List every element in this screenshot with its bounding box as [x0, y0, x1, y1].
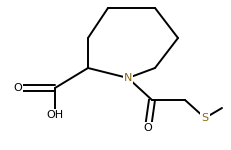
Text: O: O	[14, 83, 22, 93]
Text: S: S	[201, 113, 209, 123]
Text: N: N	[124, 73, 132, 83]
Text: O: O	[144, 123, 152, 133]
Text: OH: OH	[46, 110, 64, 120]
